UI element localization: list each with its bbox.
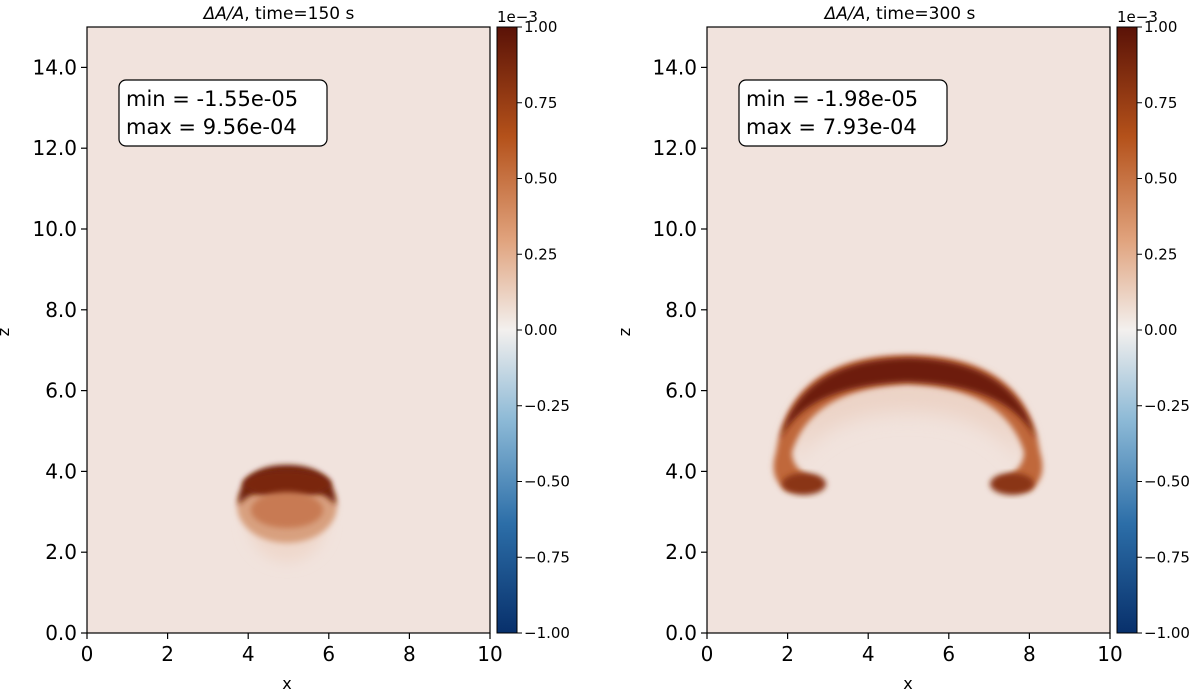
panel-2: min = -1.98e-05 max = 7.93e-04 ΔA/A, tim…	[615, 4, 1190, 693]
y-tick-label: 4.0	[665, 459, 697, 483]
x-tick-label: 6	[322, 642, 335, 666]
colorbar-tick-label: −0.75	[1144, 548, 1190, 566]
title-text: , time=150 s	[244, 4, 354, 24]
x-tick-label: 2	[781, 642, 794, 666]
title-math: ΔA/A	[823, 4, 866, 24]
y-tick-label: 6.0	[665, 379, 697, 403]
colorbar-ticks: 1.00 0.75 0.50 0.25 0.00 −0.25 −0.50 −0.75 −1.00	[1137, 18, 1190, 642]
colorbar-tick-label: 1.00	[1144, 18, 1177, 36]
y-tick-label: 0.0	[45, 621, 77, 645]
y-axis-label: z	[0, 328, 13, 336]
stats-min: min = -1.98e-05	[746, 87, 918, 111]
x-tick-label: 8	[403, 642, 416, 666]
colorbar-tick-label: −0.50	[524, 473, 570, 491]
y-tick-label: 8.0	[45, 298, 77, 322]
colorbar	[496, 26, 518, 634]
colorbar-tick-label: −0.75	[524, 548, 570, 566]
colorbar-tick-label: 0.75	[524, 94, 557, 112]
colorbar-tick-label: 0.25	[1144, 245, 1177, 263]
y-tick-label: 2.0	[665, 540, 697, 564]
x-axis-ticks: 0 2 4 6 8 10	[701, 633, 1123, 666]
y-tick-label: 14.0	[652, 55, 697, 79]
colorbar-scale-label: 1e−3	[497, 8, 538, 26]
colorbar-tick-label: −1.00	[1144, 624, 1190, 642]
x-tick-label: 10	[1097, 642, 1122, 666]
title-math: ΔA/A	[202, 4, 245, 24]
y-tick-label: 2.0	[45, 540, 77, 564]
x-tick-label: 2	[161, 642, 174, 666]
heatmap-feature-bubble	[237, 465, 337, 562]
title-text: , time=300 s	[865, 4, 975, 24]
chart-title: ΔA/A, time=300 s	[823, 4, 976, 24]
x-axis-label: x	[903, 674, 912, 690]
colorbar	[1116, 26, 1138, 634]
colorbar-tick-label: 0.50	[1144, 170, 1177, 188]
y-tick-label: 8.0	[665, 298, 697, 322]
y-tick-label: 10.0	[32, 217, 77, 241]
x-tick-label: 4	[242, 642, 255, 666]
y-tick-label: 10.0	[652, 217, 697, 241]
colorbar-scale-label: 1e−3	[1117, 8, 1158, 26]
colorbar-tick-label: −1.00	[524, 624, 570, 642]
panel-1: min = -1.55e-05 max = 9.56e-04 ΔA/A, tim…	[0, 4, 570, 693]
x-axis-ticks: 0 2 4 6 8 10	[81, 633, 503, 666]
stats-box: min = -1.55e-05 max = 9.56e-04	[118, 79, 328, 147]
colorbar-tick-label: 1.00	[524, 18, 557, 36]
x-tick-label: 0	[701, 642, 714, 666]
heatmap-feature-arch	[773, 355, 1043, 495]
colorbar-tick-label: −0.50	[1144, 473, 1190, 491]
stats-box: min = -1.98e-05 max = 7.93e-04	[738, 79, 948, 147]
x-tick-label: 10	[477, 642, 502, 666]
y-tick-label: 14.0	[32, 55, 77, 79]
plot-frame	[706, 26, 1111, 634]
colorbar-ticks: 1.00 0.75 0.50 0.25 0.00 −0.25 −0.50 −0.75 −1.00	[517, 18, 570, 642]
y-axis-label: z	[615, 328, 634, 336]
x-tick-label: 6	[942, 642, 955, 666]
stats-max: max = 9.56e-04	[126, 115, 297, 139]
y-axis-ticks: 0.0 2.0 4.0 6.0 8.0 10.0 12.0 14.0	[652, 55, 707, 645]
y-tick-label: 0.0	[665, 621, 697, 645]
x-tick-label: 0	[81, 642, 94, 666]
plot-frame	[86, 26, 491, 634]
y-tick-label: 4.0	[45, 459, 77, 483]
colorbar-tick-label: 0.50	[524, 170, 557, 188]
colorbar-tick-label: 0.25	[524, 245, 557, 263]
colorbar-tick-label: 0.75	[1144, 94, 1177, 112]
stats-min: min = -1.55e-05	[126, 87, 298, 111]
x-axis-label: x	[282, 674, 291, 690]
x-tick-label: 4	[862, 642, 875, 666]
colorbar-tick-label: −0.25	[1144, 397, 1190, 415]
colorbar-tick-label: 0.00	[524, 321, 557, 339]
x-tick-label: 8	[1023, 642, 1036, 666]
y-axis-ticks: 0.0 2.0 4.0 6.0 8.0 10.0 12.0 14.0	[32, 55, 87, 645]
chart-title: ΔA/A, time=150 s	[202, 4, 355, 24]
colorbar-tick-label: −0.25	[524, 397, 570, 415]
stats-max: max = 7.93e-04	[746, 115, 917, 139]
y-tick-label: 12.0	[652, 136, 697, 160]
colorbar-tick-label: 0.00	[1144, 321, 1177, 339]
y-tick-label: 6.0	[45, 379, 77, 403]
y-tick-label: 12.0	[32, 136, 77, 160]
